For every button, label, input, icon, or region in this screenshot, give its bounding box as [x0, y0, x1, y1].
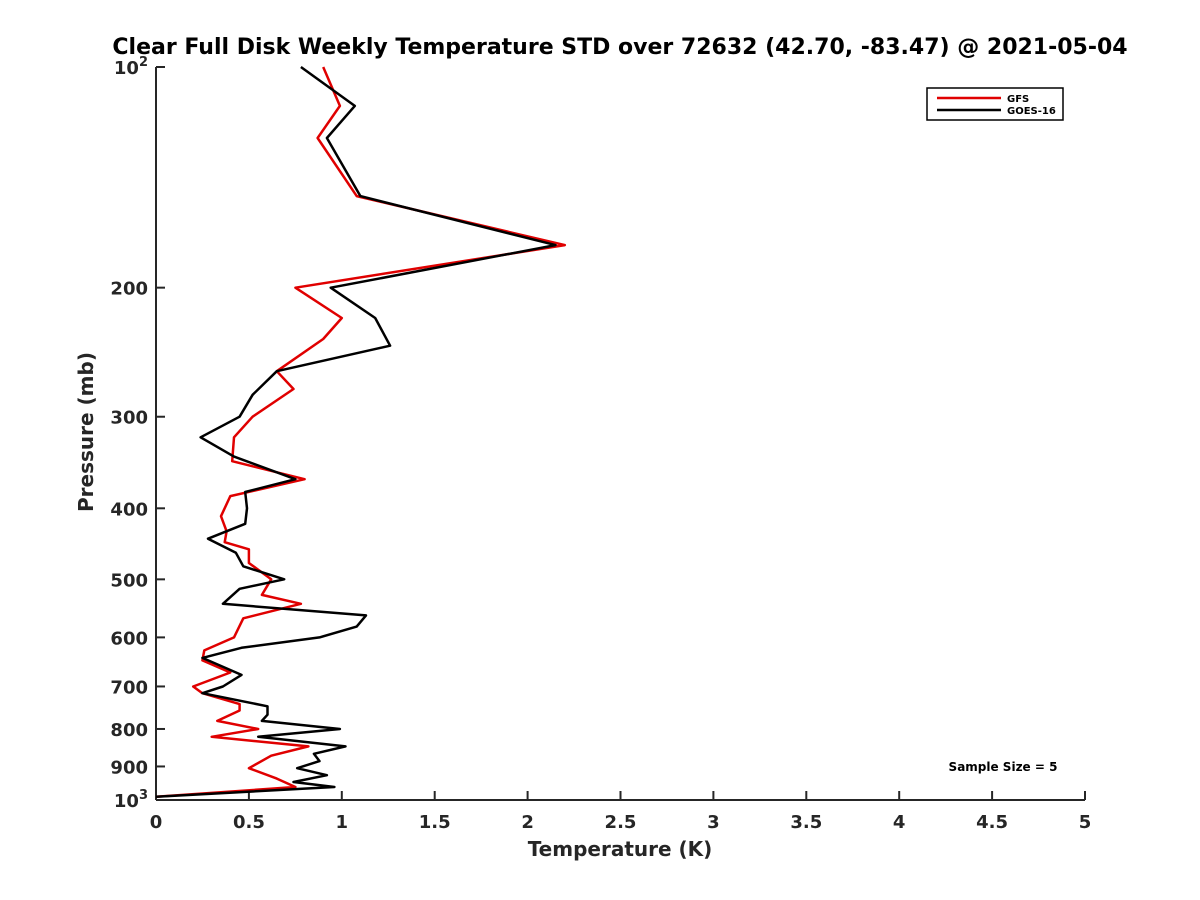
x-tick-label: 2 — [521, 812, 534, 833]
x-tick-label: 1 — [336, 812, 349, 833]
legend: GFS GOES-16 — [926, 87, 1064, 121]
y-tick-label: 900 — [110, 757, 148, 778]
y-axis-label: Pressure (mb) — [74, 352, 98, 512]
x-tick-label: 5 — [1079, 812, 1092, 833]
y-tick-label: 600 — [110, 628, 148, 649]
legend-label-goes16: GOES-16 — [1007, 106, 1056, 117]
y-tick-label: 400 — [110, 499, 148, 520]
x-axis-label: Temperature (K) — [528, 837, 713, 861]
legend-label-gfs: GFS — [1007, 94, 1029, 105]
x-tick-label: 4 — [893, 812, 906, 833]
y-tick-label: 800 — [110, 720, 148, 741]
y-tick-label: 700 — [110, 677, 148, 698]
x-tick-label: 0.5 — [233, 812, 265, 833]
legend-box — [926, 87, 1064, 121]
y-tick-label: 300 — [110, 408, 148, 429]
y-tick-label: 103 — [114, 788, 148, 812]
y-tick-label: 102 — [114, 55, 148, 79]
series-line-goes16 — [155, 65, 557, 799]
x-tick-label: 3.5 — [790, 812, 822, 833]
y-tick-label: 200 — [110, 279, 148, 300]
x-tick-label: 3 — [707, 812, 720, 833]
series-line-gfs — [155, 66, 567, 799]
chart-title: Clear Full Disk Weekly Temperature STD o… — [112, 35, 1127, 60]
x-tick-label: 4.5 — [976, 812, 1008, 833]
x-tick-label: 2.5 — [605, 812, 637, 833]
y-tick-label: 500 — [110, 570, 148, 591]
x-tick-label: 0 — [150, 812, 163, 833]
sample-size-annotation: Sample Size = 5 — [949, 760, 1058, 774]
plot-area: 0 0.5 1 1.5 2 2.5 3 3.5 4 4.5 5 102 200 300 400 500 600 7… — [110, 55, 1091, 833]
x-tick-label: 1.5 — [419, 812, 451, 833]
